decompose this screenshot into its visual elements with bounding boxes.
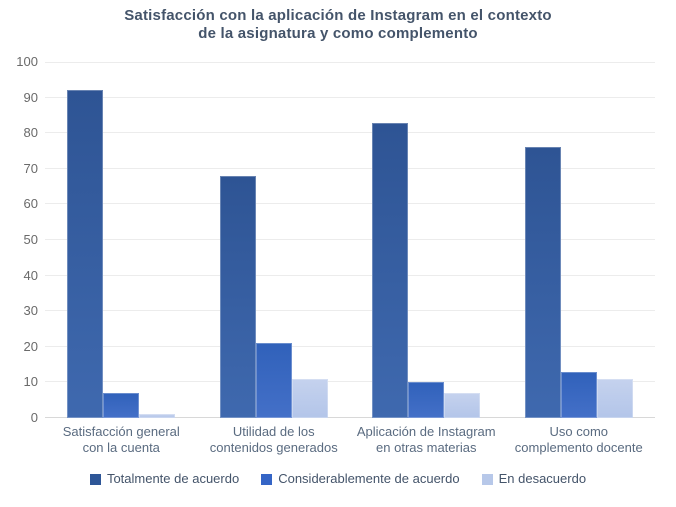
gridline-10 xyxy=(45,381,655,383)
gridline-0 xyxy=(45,417,655,418)
x-category-label-line: Aplicación de Instagram xyxy=(356,424,496,439)
bar-groups xyxy=(45,62,655,418)
y-tick-label-90: 90 xyxy=(23,89,38,105)
bar-group-1 xyxy=(45,62,198,418)
chart-title-line-2: de la asignatura y como complemento xyxy=(198,25,478,42)
gridline-20 xyxy=(45,345,655,347)
bar-series-1-group-2 xyxy=(219,175,256,418)
gridline-90 xyxy=(45,96,655,98)
gridline-30 xyxy=(45,310,655,312)
legend-swatch-icon xyxy=(261,473,273,485)
legend-label: Totalmente de acuerdo xyxy=(106,471,240,486)
y-tick-label-100: 100 xyxy=(16,54,38,69)
x-axis-labels: Satisfacción general con la cuenta Utilida… xyxy=(45,424,655,456)
bar-series-3-group-3 xyxy=(444,393,481,418)
x-category-label-line: Satisfacción general xyxy=(62,424,180,439)
y-tick-label-70: 70 xyxy=(23,160,38,176)
bar-series-3-group-1 xyxy=(139,414,176,418)
gridline-80 xyxy=(45,132,655,134)
gridline-60 xyxy=(45,203,655,205)
x-category-label-line: con la cuenta xyxy=(82,440,160,455)
legend-item-2: Considerablemente de acuerdo xyxy=(261,471,460,487)
y-tick-label-30: 30 xyxy=(23,303,38,319)
y-tick-label-10: 10 xyxy=(23,374,38,390)
x-category-label-line: Uso como xyxy=(549,424,609,439)
chart-title-line-1: Satisfacción con la aplicación de Instag… xyxy=(124,7,552,24)
x-category-label-4: Uso como complemento docente xyxy=(503,424,656,456)
legend-swatch-icon xyxy=(481,473,493,485)
legend: Totalmente de acuerdo Considerablemente d… xyxy=(0,471,676,487)
legend-swatch-icon xyxy=(89,473,101,485)
gridline-70 xyxy=(45,167,655,169)
plot-area xyxy=(45,62,655,418)
x-category-label-line: en otras materias xyxy=(376,440,477,455)
x-category-label-line: contenidos generados xyxy=(209,440,338,455)
x-category-label-line: complemento docente xyxy=(514,440,643,455)
bar-series-3-group-4 xyxy=(596,378,633,418)
bar-series-2-group-3 xyxy=(408,382,445,418)
bar-group-4 xyxy=(503,62,656,418)
gridline-100 xyxy=(45,62,655,63)
y-tick-label-50: 50 xyxy=(23,232,38,247)
gridline-50 xyxy=(45,239,655,240)
x-category-label-line: Utilidad de los xyxy=(232,424,315,439)
chart-title: Satisfacción con la aplicación de Instag… xyxy=(0,7,676,43)
legend-label: En desacuerdo xyxy=(498,471,587,486)
bar-series-2-group-2 xyxy=(255,343,292,418)
x-category-label-2: Utilidad de los contenidos generados xyxy=(198,424,351,456)
x-category-label-1: Satisfacción general con la cuenta xyxy=(45,424,198,456)
gridline-40 xyxy=(45,274,655,276)
y-tick-label-80: 80 xyxy=(23,125,38,141)
bar-series-1-group-3 xyxy=(372,122,409,418)
bar-series-2-group-1 xyxy=(103,393,140,418)
y-tick-label-20: 20 xyxy=(23,338,38,354)
x-category-label-3: Aplicación de Instagram en otras materias xyxy=(350,424,503,456)
bar-series-1-group-1 xyxy=(67,90,104,418)
y-tick-label-40: 40 xyxy=(23,267,38,283)
legend-item-1: Totalmente de acuerdo xyxy=(89,471,240,487)
bar-series-3-group-2 xyxy=(291,378,328,418)
y-tick-label-0: 0 xyxy=(30,410,38,425)
legend-label: Considerablemente de acuerdo xyxy=(278,471,460,486)
bar-series-1-group-4 xyxy=(524,147,561,418)
bar-series-2-group-4 xyxy=(560,371,597,418)
bar-group-2 xyxy=(198,62,351,418)
legend-item-3: En desacuerdo xyxy=(481,471,587,487)
bar-group-3 xyxy=(350,62,503,418)
y-tick-label-60: 60 xyxy=(23,196,38,212)
